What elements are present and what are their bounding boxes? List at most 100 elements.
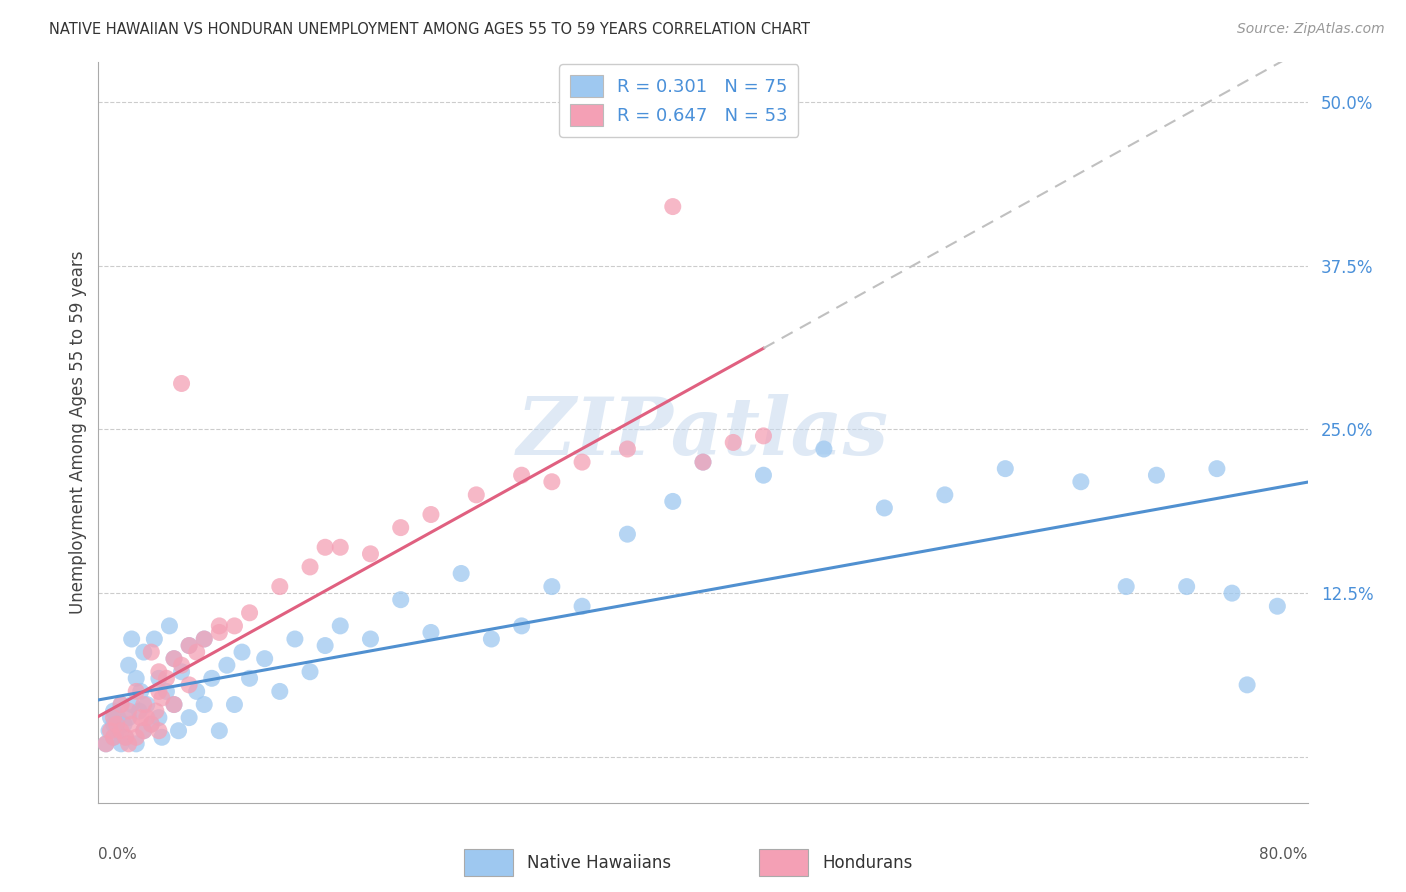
Point: [94, 737, 117, 751]
Point: [1144, 468, 1167, 483]
Point: [208, 723, 231, 738]
Point: [163, 698, 186, 712]
Point: [994, 461, 1017, 475]
Point: [118, 704, 141, 718]
Point: [540, 475, 562, 489]
Point: [135, 698, 157, 712]
Point: [163, 651, 186, 665]
Point: [155, 684, 177, 698]
Point: [389, 521, 412, 535]
Point: [132, 698, 155, 712]
Point: [179, 678, 201, 692]
Point: [224, 698, 246, 712]
Point: [201, 671, 224, 685]
Point: [128, 704, 150, 718]
Point: [571, 599, 593, 614]
Point: [103, 731, 125, 745]
Point: [179, 639, 201, 653]
Point: [661, 200, 683, 214]
Point: [170, 665, 193, 679]
Point: [155, 671, 177, 685]
Point: [208, 619, 231, 633]
Point: [150, 731, 173, 745]
Point: [540, 580, 562, 594]
Point: [129, 684, 152, 698]
Point: [163, 698, 186, 712]
Point: [661, 494, 683, 508]
Point: [112, 717, 135, 731]
Point: [360, 632, 382, 646]
Point: [208, 625, 231, 640]
Point: [103, 717, 125, 731]
Point: [1267, 599, 1289, 614]
Point: [98, 723, 121, 738]
Point: [94, 737, 117, 751]
Text: Hondurans: Hondurans: [823, 854, 912, 871]
Point: [132, 723, 155, 738]
Point: [118, 711, 141, 725]
Point: [145, 704, 167, 718]
Point: [132, 645, 155, 659]
Point: [110, 737, 132, 751]
Point: [231, 645, 253, 659]
Point: [179, 639, 201, 653]
Point: [118, 658, 141, 673]
Point: [186, 684, 208, 698]
Point: [1070, 475, 1092, 489]
Point: [100, 711, 122, 725]
Point: [100, 723, 122, 738]
Point: [1220, 586, 1243, 600]
Point: [1115, 580, 1137, 594]
Point: [723, 435, 745, 450]
Point: [148, 711, 170, 725]
Point: [481, 632, 503, 646]
Point: [1206, 461, 1229, 475]
Point: [148, 665, 170, 679]
Point: [110, 723, 132, 738]
Point: [125, 671, 148, 685]
Point: [167, 723, 190, 738]
Point: [420, 508, 443, 522]
Point: [170, 658, 193, 673]
Point: [103, 704, 125, 718]
Point: [752, 429, 775, 443]
Point: [141, 717, 163, 731]
Point: [314, 541, 336, 555]
Point: [148, 684, 170, 698]
Point: [114, 731, 136, 745]
Point: [135, 711, 157, 725]
Point: [314, 639, 336, 653]
Point: [103, 731, 125, 745]
Legend: R = 0.301   N = 75, R = 0.647   N = 53: R = 0.301 N = 75, R = 0.647 N = 53: [560, 64, 799, 137]
Point: [1236, 678, 1258, 692]
Point: [510, 468, 533, 483]
Point: [159, 619, 181, 633]
Text: NATIVE HAWAIIAN VS HONDURAN UNEMPLOYMENT AMONG AGES 55 TO 59 YEARS CORRELATION C: NATIVE HAWAIIAN VS HONDURAN UNEMPLOYMENT…: [49, 22, 810, 37]
Point: [125, 731, 148, 745]
Point: [269, 684, 291, 698]
Point: [170, 376, 193, 391]
Point: [193, 632, 215, 646]
Point: [143, 632, 166, 646]
Point: [141, 645, 163, 659]
Point: [215, 658, 238, 673]
Text: 0.0%: 0.0%: [98, 847, 138, 863]
Point: [616, 442, 638, 456]
Point: [105, 717, 128, 731]
Point: [450, 566, 472, 581]
Point: [125, 684, 148, 698]
FancyBboxPatch shape: [464, 849, 513, 876]
Point: [118, 737, 141, 751]
Text: ZIPatlas: ZIPatlas: [517, 394, 889, 471]
Point: [692, 455, 714, 469]
Point: [148, 723, 170, 738]
Point: [193, 632, 215, 646]
Point: [121, 632, 143, 646]
Point: [269, 580, 291, 594]
Text: 80.0%: 80.0%: [1260, 847, 1308, 863]
Point: [284, 632, 307, 646]
Point: [150, 690, 173, 705]
Point: [132, 723, 155, 738]
Point: [465, 488, 488, 502]
Point: [107, 711, 129, 725]
